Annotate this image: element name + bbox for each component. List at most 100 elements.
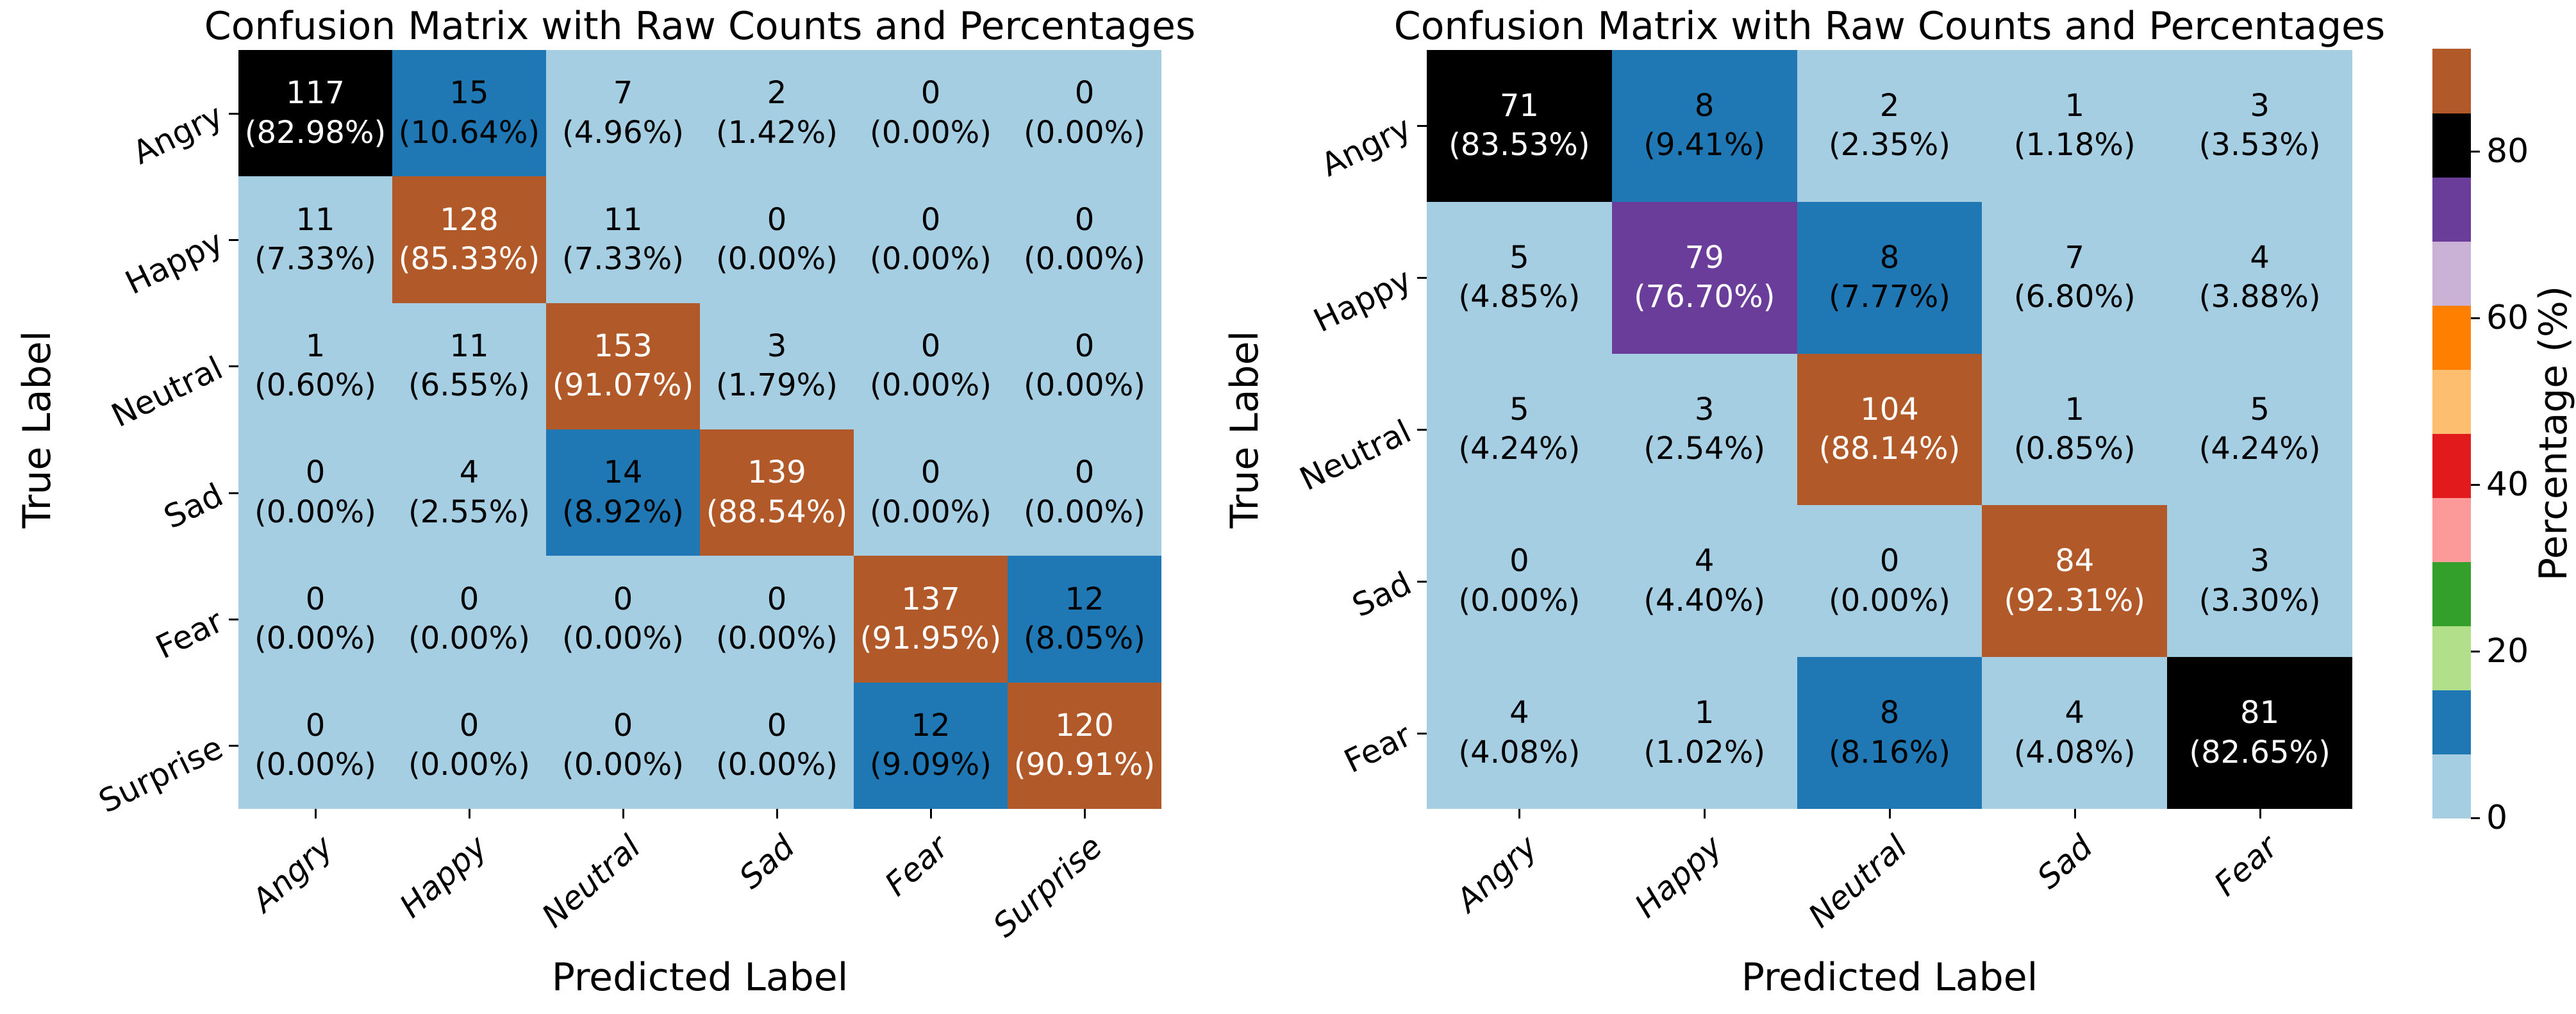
heatmap-cell: 120 (90.91%)	[1008, 682, 1161, 809]
cell-percentage: (1.79%)	[716, 367, 838, 404]
colorbar-tick-label: 60	[2486, 299, 2529, 338]
cell-count: 4	[2250, 239, 2270, 276]
colorbar-tick-mark	[2471, 651, 2480, 652]
y-tick-mark	[1417, 732, 1427, 735]
left-x-axis-label: Predicted Label	[551, 955, 849, 1000]
cell-percentage: (88.54%)	[706, 494, 848, 530]
heatmap-cell: 2 (1.42%)	[700, 50, 854, 177]
heatmap-cell: 14 (8.92%)	[546, 429, 700, 556]
cell-percentage: (0.00%)	[1024, 114, 1145, 151]
heatmap-cell: 1 (0.85%)	[1982, 353, 2168, 506]
x-tick-mark	[622, 809, 624, 819]
heatmap-cell: 0 (0.00%)	[854, 429, 1008, 556]
heatmap-cell: 84 (92.31%)	[1982, 505, 2168, 658]
x-tick-label: Sad	[732, 828, 802, 897]
cell-count: 0	[767, 707, 787, 744]
right-heatmap: 71 (83.53%) 8 (9.41%) 2 (2.35%) 1 (1.18%) 3 (3.53…	[1427, 50, 2352, 809]
heatmap-cell: 0 (0.00%)	[546, 682, 700, 809]
colorbar-segment	[2432, 369, 2471, 434]
cell-percentage: (0.00%)	[716, 747, 838, 783]
cell-percentage: (2.55%)	[408, 494, 530, 530]
cell-percentage: (0.00%)	[562, 620, 684, 656]
x-tick-mark	[1889, 809, 1891, 819]
cell-percentage: (7.33%)	[254, 240, 376, 277]
y-tick-mark	[229, 365, 238, 368]
cell-percentage: (0.00%)	[1024, 240, 1145, 277]
heatmap-cell: 3 (3.30%)	[2167, 505, 2352, 658]
y-tick-mark	[1417, 429, 1427, 431]
heatmap-cell: 0 (0.00%)	[854, 303, 1008, 429]
cell-percentage: (7.33%)	[562, 240, 684, 277]
heatmap-cell: 0 (0.00%)	[238, 682, 392, 809]
cell-count: 12	[1065, 581, 1104, 617]
cell-percentage: (4.40%)	[1643, 582, 1766, 619]
cell-percentage: (4.08%)	[2013, 734, 2136, 770]
cell-percentage: (4.85%)	[1458, 279, 1581, 315]
heatmap-cell: 12 (8.05%)	[1008, 556, 1161, 683]
cell-percentage: (0.00%)	[870, 240, 992, 277]
heatmap-cell: 104 (88.14%)	[1797, 353, 1982, 506]
heatmap-cell: 0 (0.00%)	[1008, 429, 1161, 556]
cell-count: 12	[911, 707, 951, 744]
x-tick-label: Surprise	[986, 828, 1109, 945]
right-chart-title: Confusion Matrix with Raw Counts and Per…	[1393, 4, 2386, 49]
cell-percentage: (82.98%)	[244, 114, 386, 151]
heatmap-cell: 4 (2.55%)	[392, 429, 546, 556]
cell-count: 14	[603, 454, 643, 491]
cell-count: 8	[1694, 87, 1715, 124]
cell-percentage: (2.35%)	[1829, 127, 1950, 163]
cell-percentage: (8.05%)	[1024, 620, 1145, 656]
heatmap-cell: 0 (0.00%)	[1797, 505, 1982, 658]
heatmap-cell: 0 (0.00%)	[1008, 50, 1161, 177]
colorbar-segment	[2432, 49, 2471, 113]
cell-count: 84	[2055, 543, 2095, 579]
y-tick-label: Happy	[119, 222, 229, 302]
heatmap-cell: 11 (7.33%)	[238, 176, 392, 303]
cell-count: 11	[603, 201, 643, 238]
heatmap-cell: 117 (82.98%)	[238, 50, 392, 177]
heatmap-cell: 137 (91.95%)	[854, 556, 1008, 683]
cell-percentage: (1.02%)	[1643, 734, 1766, 770]
cell-count: 3	[2250, 543, 2270, 579]
cell-percentage: (0.00%)	[254, 620, 376, 656]
cell-percentage: (0.00%)	[1024, 367, 1145, 404]
cell-count: 5	[2250, 391, 2270, 428]
cell-percentage: (9.41%)	[1643, 127, 1766, 163]
x-tick-mark	[1704, 809, 1706, 819]
heatmap-cell: 139 (88.54%)	[700, 429, 854, 556]
cell-count: 1	[2065, 391, 2085, 428]
cell-count: 4	[1694, 543, 1715, 579]
y-tick-mark	[1417, 580, 1427, 583]
heatmap-cell: 5 (4.24%)	[2167, 353, 2352, 506]
y-tick-mark	[229, 492, 238, 494]
cell-count: 1	[1694, 695, 1715, 731]
cell-percentage: (3.30%)	[2198, 582, 2321, 619]
cell-percentage: (90.91%)	[1013, 747, 1156, 783]
heatmap-cell: 11 (7.33%)	[546, 176, 700, 303]
cell-percentage: (0.00%)	[408, 620, 530, 656]
x-tick-mark	[2259, 809, 2261, 819]
cell-count: 11	[449, 328, 489, 364]
cell-count: 0	[1074, 454, 1095, 491]
cell-count: 4	[2065, 695, 2085, 731]
heatmap-cell: 1 (1.18%)	[1982, 50, 2168, 202]
cell-count: 15	[449, 75, 489, 112]
cell-percentage: (2.54%)	[1643, 430, 1766, 467]
x-tick-mark	[1084, 809, 1086, 819]
colorbar-tick-label: 40	[2486, 465, 2529, 504]
cell-percentage: (0.00%)	[1829, 582, 1950, 619]
cell-percentage: (4.24%)	[2198, 430, 2321, 467]
cell-percentage: (76.70%)	[1633, 279, 1775, 315]
heatmap-cell: 3 (1.79%)	[700, 303, 854, 429]
cell-count: 0	[1509, 543, 1529, 579]
cell-percentage: (4.08%)	[1458, 734, 1581, 770]
cell-count: 4	[459, 454, 479, 491]
heatmap-cell: 4 (3.88%)	[2167, 201, 2352, 354]
cell-count: 8	[1879, 239, 1900, 276]
heatmap-cell: 15 (10.64%)	[392, 50, 546, 177]
cell-count: 81	[2240, 695, 2280, 731]
y-tick-label: Angry	[127, 96, 229, 172]
cell-percentage: (10.64%)	[398, 114, 540, 151]
cell-count: 0	[920, 454, 941, 491]
left-y-axis-label: True Label	[15, 330, 60, 529]
